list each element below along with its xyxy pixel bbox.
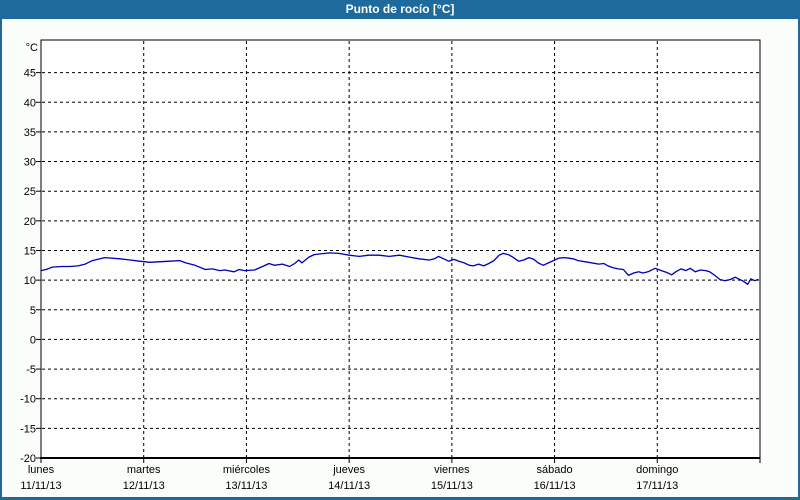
dew-point-series-line	[40, 252, 759, 285]
y-tick-label: 45	[24, 68, 36, 80]
x-day-label: lunes	[28, 464, 55, 476]
chart-title-bar: Punto de rocío [°C]	[2, 0, 798, 19]
y-tick-label: -15	[20, 423, 36, 435]
x-day-label: domingo	[636, 464, 678, 476]
y-tick-label: 15	[24, 245, 36, 257]
chart-title: Punto de rocío [°C]	[345, 2, 455, 16]
y-tick-label: 10	[24, 275, 36, 287]
y-tick-label: -10	[20, 394, 36, 406]
x-day-label: sábado	[537, 464, 573, 476]
y-axis-unit-label: °C	[26, 42, 38, 54]
x-date-label: 16/11/13	[534, 480, 576, 492]
y-tick-label: 35	[24, 127, 36, 139]
x-date-label: 13/11/13	[225, 480, 267, 492]
x-date-label: 15/11/13	[431, 480, 473, 492]
x-date-label: 17/11/13	[636, 480, 678, 492]
y-tick-label: 20	[24, 216, 36, 228]
x-date-label: 11/11/13	[20, 480, 61, 492]
y-tick-label: 30	[24, 157, 36, 169]
x-date-label: 14/11/13	[328, 480, 370, 492]
y-tick-label: -5	[26, 364, 36, 376]
x-day-label: miércoles	[223, 464, 271, 476]
y-tick-label: 0	[30, 334, 36, 346]
x-day-label: jueves	[332, 464, 365, 476]
y-tick-label: 5	[30, 305, 36, 317]
x-date-label: 12/11/13	[123, 480, 165, 492]
y-tick-label: 40	[24, 97, 36, 109]
y-tick-label: -20	[20, 453, 36, 465]
plot-area	[40, 39, 761, 459]
x-day-label: martes	[127, 464, 161, 476]
x-day-label: viernes	[434, 464, 470, 476]
y-tick-label: 25	[24, 186, 36, 198]
